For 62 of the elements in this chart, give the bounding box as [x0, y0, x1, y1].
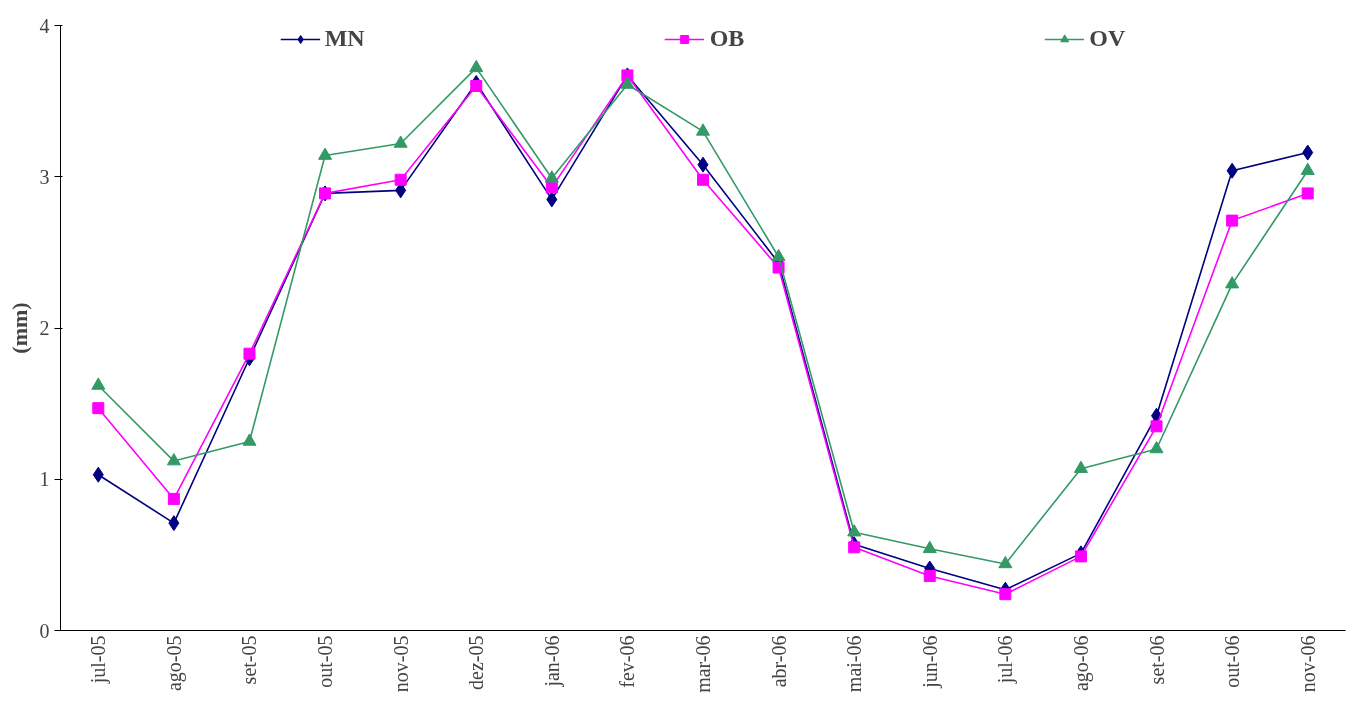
point	[697, 173, 709, 186]
point	[1301, 187, 1314, 200]
point	[1225, 276, 1240, 289]
point	[922, 540, 937, 554]
x-tick-label: mar-06	[692, 635, 714, 693]
y-tick-label: 1	[39, 468, 50, 491]
x-tick-label: mai-06	[843, 635, 866, 693]
point	[242, 433, 257, 446]
y-tick-label: 3	[39, 165, 50, 188]
point	[1226, 162, 1238, 179]
point	[1300, 162, 1315, 175]
point	[167, 492, 180, 505]
point	[92, 402, 105, 415]
point	[243, 347, 256, 360]
x-tick-label: out-06	[1221, 635, 1244, 688]
point	[1073, 460, 1088, 473]
x-tick-label: dez-05	[465, 635, 488, 690]
x-tick-label: jul-06	[994, 635, 1018, 685]
legend-label: OB	[709, 25, 745, 52]
x-tick-label: out-05	[314, 635, 337, 688]
y-tick-label: 2	[39, 317, 50, 339]
point	[318, 147, 333, 160]
point	[166, 453, 181, 466]
point	[470, 80, 483, 92]
x-tick-label: nov-05	[389, 635, 412, 693]
point	[544, 170, 559, 183]
x-tick-label: jan-06	[540, 635, 564, 688]
point	[1302, 144, 1314, 161]
x-tick-label: ago-06	[1069, 635, 1093, 692]
point	[546, 191, 558, 208]
x-tick-label: ago-05	[162, 635, 186, 692]
point	[1150, 420, 1163, 433]
x-tick-label: jul-05	[87, 635, 111, 685]
legend-label: OV	[1089, 25, 1126, 52]
x-tick-label: jun-06	[918, 635, 942, 689]
point	[92, 466, 104, 483]
point	[1074, 550, 1087, 563]
point	[168, 515, 180, 532]
x-tick-label: nov-06	[1296, 635, 1319, 693]
point	[1149, 440, 1164, 454]
x-tick-label: abr-06	[767, 635, 790, 688]
point	[1226, 214, 1239, 227]
y-tick-label: 0	[39, 619, 50, 642]
point	[91, 377, 106, 390]
point	[771, 248, 786, 262]
point	[923, 570, 936, 583]
x-tick-label: fev-06	[616, 635, 639, 688]
point	[469, 59, 484, 73]
y-tick-label: 4	[39, 14, 50, 37]
point	[696, 123, 710, 136]
point	[848, 541, 861, 554]
point	[393, 135, 408, 148]
point	[998, 555, 1013, 569]
legend-label: MN	[324, 25, 365, 52]
point	[620, 76, 635, 89]
x-tick-label: set-05	[238, 635, 261, 685]
point	[394, 173, 407, 186]
y-axis-title: (mm)	[6, 302, 32, 354]
x-tick-label: set-06	[1145, 635, 1168, 685]
point	[999, 588, 1012, 601]
point	[697, 156, 709, 173]
point	[847, 524, 862, 537]
